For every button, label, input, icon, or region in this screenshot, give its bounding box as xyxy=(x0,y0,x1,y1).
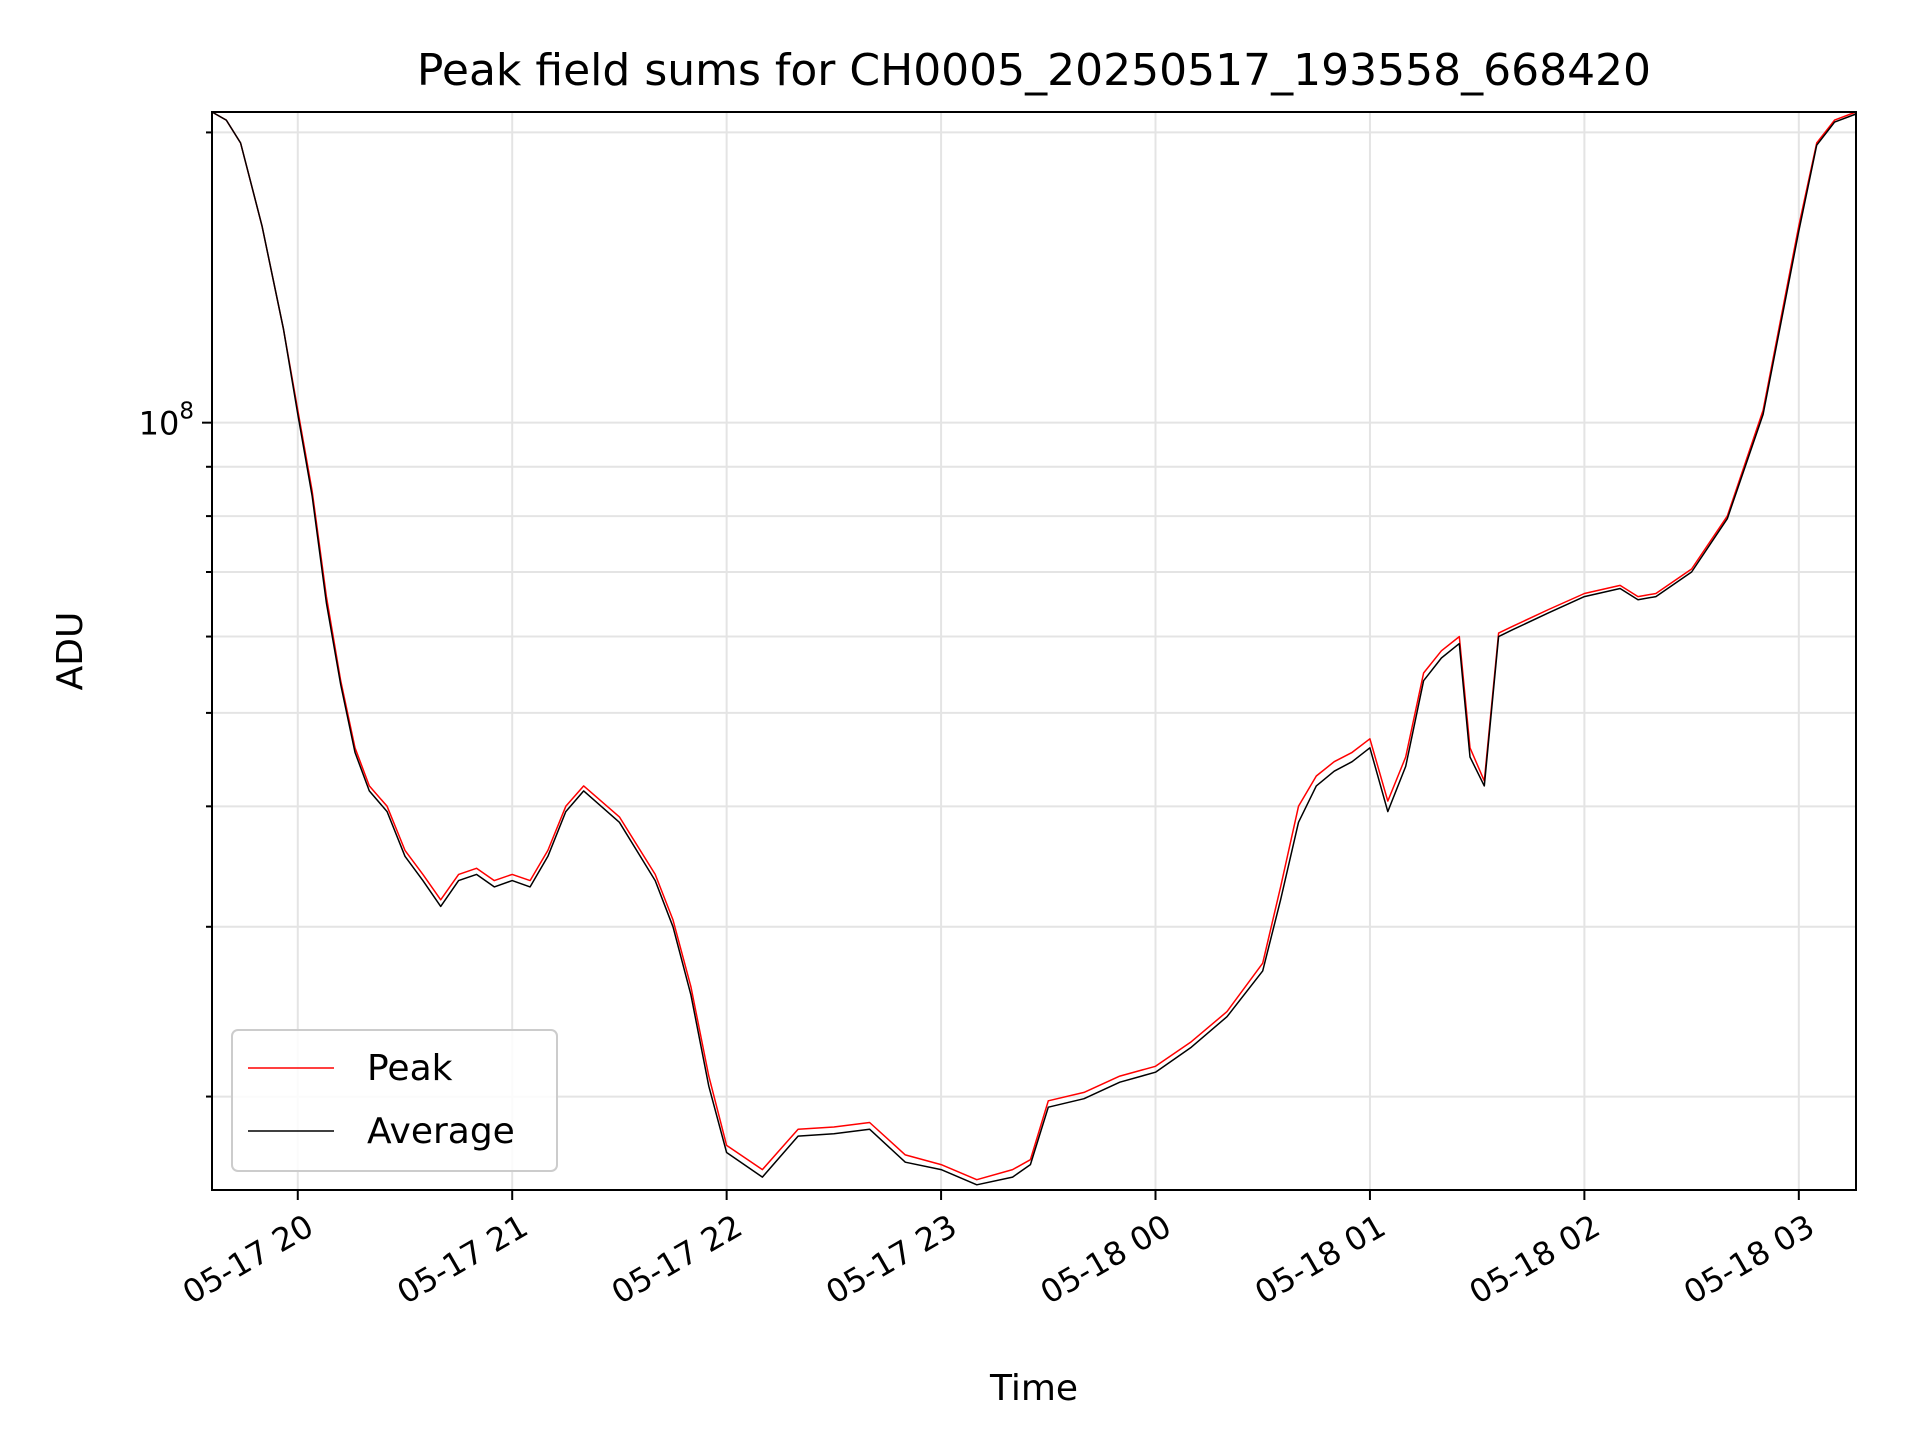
legend: Peak Average xyxy=(231,1029,558,1172)
plot-frame xyxy=(211,111,1857,1191)
legend-box xyxy=(231,1029,558,1172)
series-line-average xyxy=(211,111,1857,1186)
chart-title: Peak field sums for CH0005_20250517_1935… xyxy=(417,45,1651,96)
legend-label-average: Average xyxy=(367,1111,515,1152)
series-layer xyxy=(211,111,1857,1186)
y-tick-label: 108 xyxy=(139,399,194,443)
y-axis-label: ADU xyxy=(50,612,91,691)
x-axis-label: Time xyxy=(989,1368,1078,1409)
series-line-peak xyxy=(211,111,1857,1181)
legend-label-peak: Peak xyxy=(367,1048,453,1089)
